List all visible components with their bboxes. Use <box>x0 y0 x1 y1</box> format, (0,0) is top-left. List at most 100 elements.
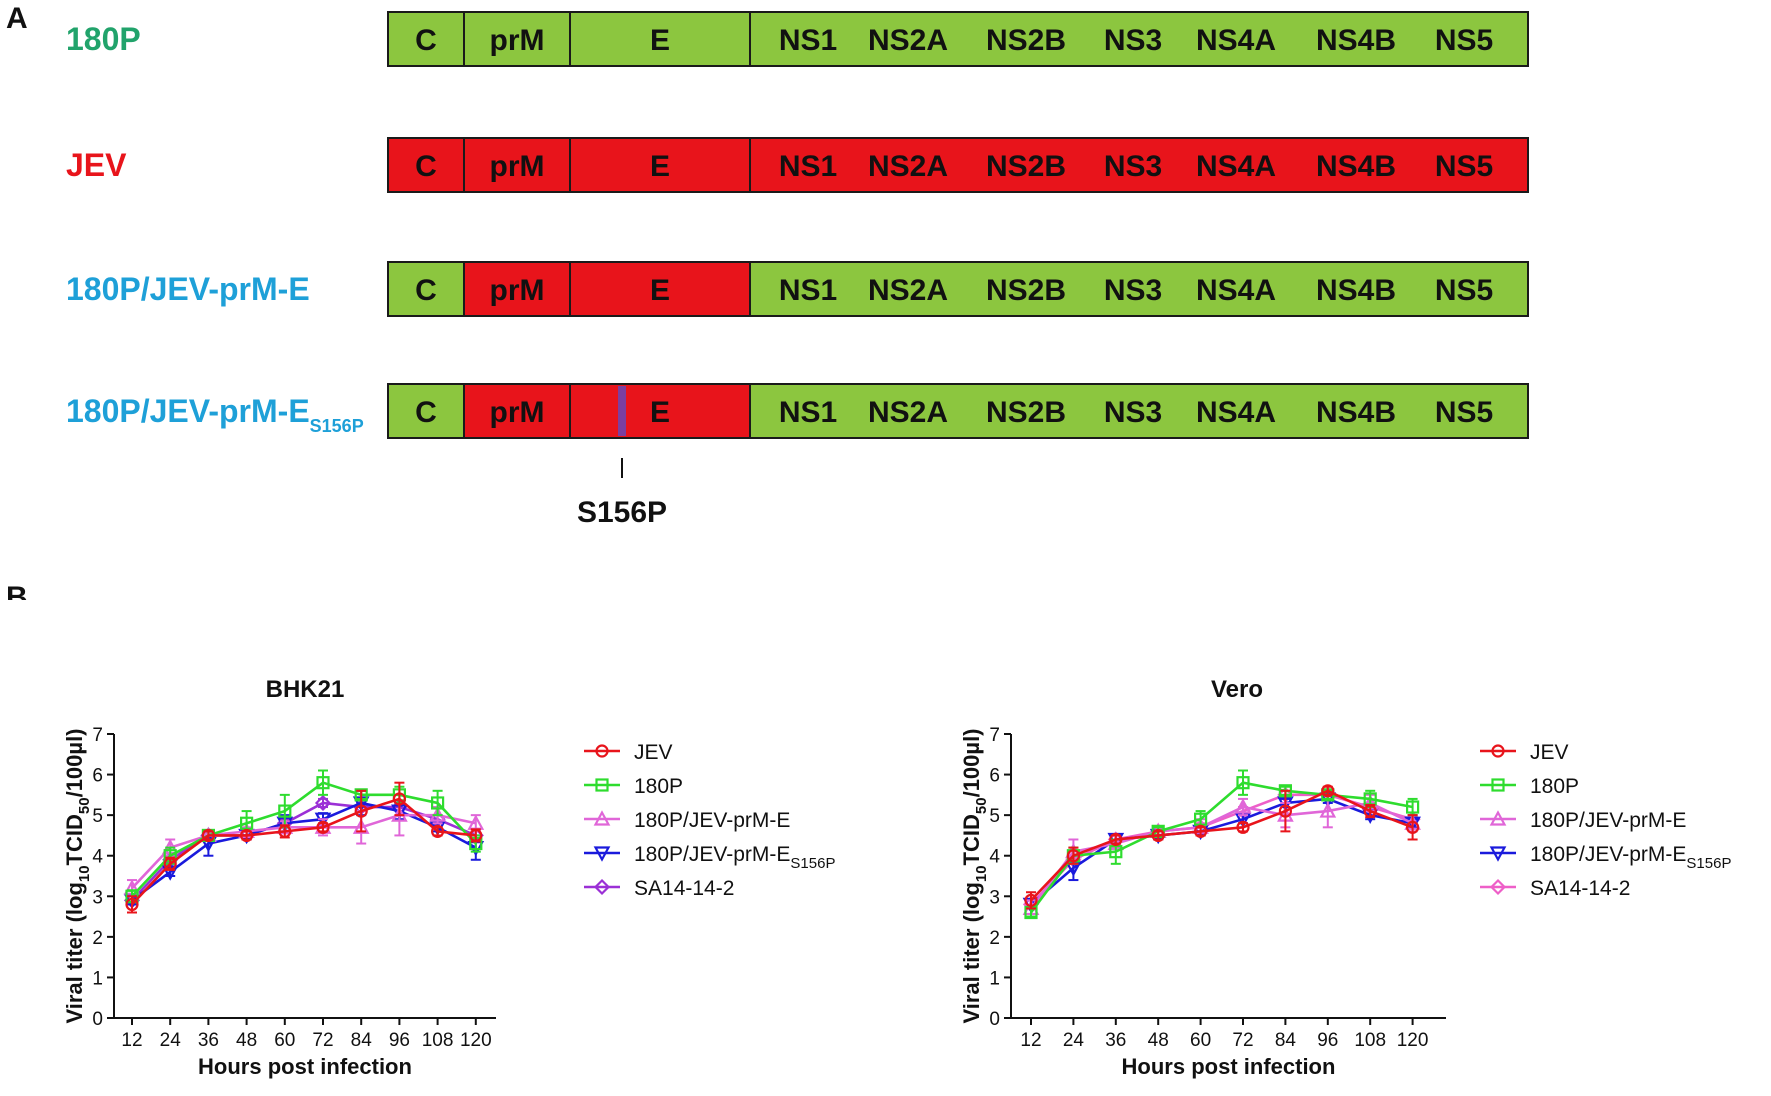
legend-label: JEV <box>634 741 673 764</box>
genome-segment-label: NS1 <box>779 396 837 429</box>
y-axis-label-part: /100µl) <box>959 728 984 797</box>
data-point <box>1192 818 1209 834</box>
y-tick-label: 6 <box>989 766 1000 787</box>
y-axis-label-part: TCID <box>959 814 984 865</box>
genome-segment-label: NS1 <box>779 274 837 307</box>
data-point <box>238 827 255 844</box>
data-point <box>161 865 179 881</box>
legend-item: 180P/JEV-prM-ES156P <box>1480 843 1731 872</box>
legend-label: SA14-14-2 <box>1530 877 1630 900</box>
genome-row-name: 180P <box>66 21 141 57</box>
chart-title: BHK21 <box>266 676 345 703</box>
x-tick-label: 108 <box>1354 1030 1386 1051</box>
data-point <box>1107 834 1125 851</box>
series-group <box>1024 784 1420 910</box>
series-line <box>1029 781 1413 914</box>
data-point <box>1193 812 1208 826</box>
y-tick-label: 4 <box>92 847 103 868</box>
x-tick-label: 48 <box>236 1030 257 1051</box>
data-point <box>1321 788 1335 802</box>
data-point <box>200 827 217 844</box>
legend-label: 180P/JEV-prM-E <box>1530 809 1686 832</box>
series-group <box>123 793 485 898</box>
y-axis-label-part: TCID <box>62 814 87 865</box>
data-point <box>276 816 294 833</box>
genome-segment-label: NS4A <box>1196 24 1276 57</box>
data-point <box>314 812 332 829</box>
data-point <box>1278 804 1293 818</box>
data-point <box>316 776 330 790</box>
series-line <box>131 801 477 902</box>
genome-segment-block <box>463 137 571 193</box>
series-group <box>1024 769 1420 920</box>
data-point <box>1363 792 1377 806</box>
data-point <box>1404 811 1421 828</box>
data-point <box>1107 831 1124 848</box>
legend-name: 180P <box>634 775 683 798</box>
x-tick-label: 60 <box>274 1030 295 1051</box>
data-point <box>354 788 368 802</box>
x-tick-label: 96 <box>389 1030 410 1051</box>
x-tick-label: 36 <box>1105 1030 1126 1051</box>
genome-segment-block <box>749 137 1529 193</box>
genome-segment-block <box>387 261 465 317</box>
y-tick-label: 1 <box>92 968 103 989</box>
data-point <box>200 836 217 853</box>
data-point <box>1321 784 1335 798</box>
data-point <box>354 804 368 818</box>
legend-marker <box>595 778 609 792</box>
legend-name: 180P <box>1530 775 1579 798</box>
data-point <box>162 851 179 868</box>
data-point <box>1236 776 1250 790</box>
x-tick-label: 12 <box>1020 1030 1041 1051</box>
data-point <box>392 788 406 802</box>
legend-name: 180P/JEV-prM-E <box>1530 843 1686 866</box>
data-point <box>431 824 445 838</box>
data-point <box>1234 812 1252 829</box>
genome-segment-label: NS4B <box>1316 24 1396 57</box>
series-line <box>131 813 477 890</box>
data-point <box>201 828 215 843</box>
data-point <box>1065 861 1082 877</box>
data-point <box>467 840 485 857</box>
series-group <box>123 794 484 909</box>
data-point <box>1361 808 1379 824</box>
y-axis-label-part: Viral titer (log <box>62 882 87 1023</box>
y-tick-label: 0 <box>989 1009 1000 1030</box>
data-point <box>1404 814 1421 830</box>
data-point <box>278 804 292 818</box>
legend-name: JEV <box>634 741 673 764</box>
genome-segment-label: NS2A <box>868 150 948 183</box>
series-group <box>1022 793 1421 918</box>
genome-segment-label: prM <box>490 396 545 429</box>
data-point <box>391 798 408 816</box>
legend-label: 180P/JEV-prM-ES156P <box>1530 843 1731 872</box>
y-tick-label: 6 <box>92 766 103 787</box>
data-point <box>1024 905 1038 920</box>
genome-segment-label: NS5 <box>1435 24 1493 57</box>
legend-label: 180P/JEV-prM-ES156P <box>634 843 835 872</box>
legend-name: SA14-14-2 <box>634 877 734 900</box>
data-point <box>125 897 139 912</box>
data-point <box>1193 824 1208 838</box>
series-line <box>131 801 477 902</box>
genome-segment-label: NS2A <box>868 396 948 429</box>
y-tick-label: 5 <box>989 806 1000 827</box>
legend-item: SA14-14-2 <box>1480 877 1630 900</box>
data-point <box>1277 796 1294 812</box>
data-point <box>1192 819 1209 836</box>
legend-label: 180P/JEV-prM-E <box>634 809 790 832</box>
genome-segment-label: prM <box>490 24 545 57</box>
legend-name: 180P/JEV-prM-E <box>634 843 790 866</box>
data-point <box>467 814 485 830</box>
series-line <box>1029 801 1414 910</box>
data-point <box>1065 842 1082 859</box>
data-point <box>467 827 484 844</box>
data-point <box>276 815 293 832</box>
genome-segment-label: NS2A <box>868 274 948 307</box>
data-point <box>316 820 330 834</box>
data-point <box>314 794 332 812</box>
